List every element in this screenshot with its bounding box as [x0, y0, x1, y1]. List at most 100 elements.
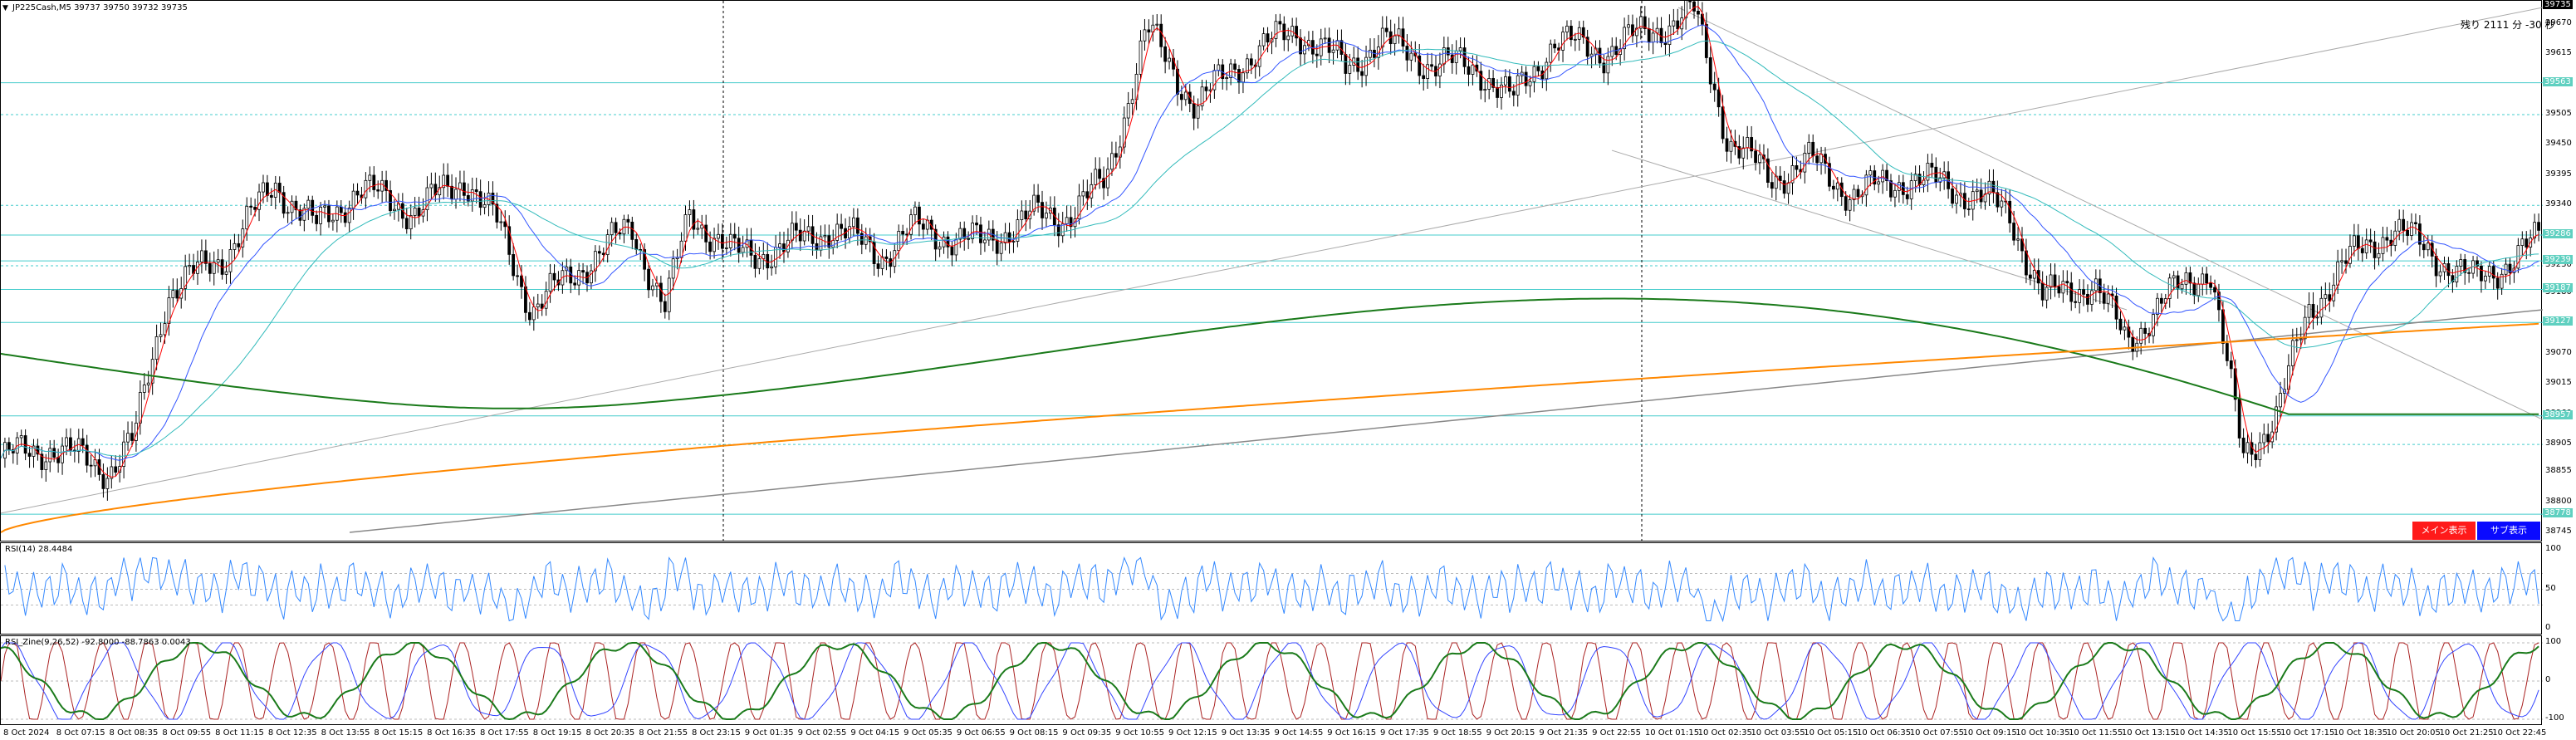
candle — [1815, 148, 1819, 172]
candle — [2123, 319, 2127, 341]
candle — [786, 228, 790, 258]
candle — [1631, 14, 1634, 43]
candle — [806, 214, 811, 242]
candle — [347, 200, 351, 233]
candle — [89, 454, 93, 478]
candle — [2167, 273, 2172, 308]
time-tick-label: 9 Oct 14:55 — [1274, 728, 1324, 738]
candle — [1864, 169, 1868, 207]
main-chart-panel[interactable]: ▼ JP225Cash,M5 39737 39750 39732 39735 残… — [0, 0, 2554, 542]
price-tick-label: 39450 — [2545, 139, 2572, 149]
candle — [622, 214, 626, 243]
price-tick-label: 39015 — [2545, 378, 2572, 388]
candle — [302, 203, 306, 232]
price-chart-canvas[interactable] — [1, 1, 2543, 542]
trend-line — [349, 309, 2543, 533]
oscillator-panel[interactable]: RSI_Zine(9,26,52) -92.8000 -88.7863 0.00… — [0, 635, 2543, 726]
candle — [1778, 166, 1782, 191]
candle — [2483, 271, 2487, 289]
collapse-caret-icon[interactable]: ▼ — [2, 4, 8, 12]
candle — [216, 248, 220, 273]
time-tick-label: 9 Oct 20:15 — [1486, 728, 1535, 738]
price-axis[interactable]: 3967039615395603950539450393953934039285… — [2542, 0, 2576, 542]
time-tick-label: 9 Oct 09:35 — [1062, 728, 1112, 738]
candle — [2143, 321, 2147, 345]
candle — [1397, 17, 1401, 44]
candle — [1905, 186, 1909, 205]
candle — [188, 253, 192, 276]
candle — [1688, 1, 1692, 10]
candle — [1553, 39, 1557, 53]
candle — [1938, 167, 1942, 192]
candle — [2172, 271, 2176, 291]
candle — [798, 218, 802, 252]
candle — [200, 239, 203, 274]
candle — [2381, 226, 2385, 262]
candle — [1003, 223, 1007, 251]
candle — [114, 455, 118, 477]
candle — [2040, 271, 2045, 307]
candle — [2262, 424, 2266, 454]
candle — [1504, 69, 1507, 94]
candle — [462, 170, 466, 205]
candle — [1545, 57, 1549, 91]
time-tick-label: 9 Oct 21:35 — [1539, 728, 1589, 738]
candle — [429, 172, 433, 199]
time-tick-label: 10 Oct 05:15 — [1804, 728, 1859, 738]
candle — [1627, 14, 1630, 36]
candle — [667, 270, 671, 321]
candle — [1570, 20, 1573, 47]
bar-countdown: 残り 2111 分 -30 秒 — [2461, 19, 2555, 31]
candle — [1418, 43, 1422, 85]
candle — [1356, 46, 1360, 81]
candle — [1901, 174, 1905, 204]
candle — [257, 184, 261, 222]
candle — [1060, 212, 1065, 243]
candle — [634, 233, 639, 255]
time-axis[interactable]: 8 Oct 2024 8 Oct 07:15 8 Oct 08:35 8 Oct 09… — [0, 725, 2546, 740]
time-tick-label: 9 Oct 02:55 — [797, 728, 847, 738]
candle — [1048, 196, 1052, 220]
candle — [630, 216, 634, 250]
main-view-button[interactable]: メイン表示 — [2412, 522, 2476, 540]
candle — [512, 243, 516, 281]
candle — [7, 437, 11, 455]
oscillator-canvas[interactable] — [1, 636, 2543, 726]
sub-view-button[interactable]: サブ表示 — [2477, 522, 2540, 540]
candle — [1327, 27, 1331, 64]
time-tick-label: 9 Oct 10:55 — [1115, 728, 1165, 738]
candle — [2053, 263, 2057, 297]
candle — [433, 172, 438, 202]
candle — [1697, 1, 1700, 27]
price-level-marker: 39239 — [2543, 255, 2573, 265]
candle — [2028, 262, 2032, 286]
price-level-marker: 39127 — [2543, 316, 2573, 326]
candle — [122, 430, 126, 479]
time-tick-label: 10 Oct 01:15 — [1644, 728, 1700, 738]
candle — [1479, 61, 1483, 100]
price-level-marker: 39563 — [2543, 76, 2573, 86]
candle — [61, 437, 64, 475]
candle — [1450, 44, 1454, 74]
candle — [1369, 38, 1372, 63]
candle — [1852, 184, 1856, 212]
candle — [2417, 215, 2422, 257]
candle — [732, 223, 737, 251]
candle — [228, 239, 233, 284]
candle — [393, 198, 396, 220]
candle — [1496, 79, 1499, 108]
candle — [1139, 30, 1143, 80]
rsi-panel[interactable]: RSI(14) 28.4484 — [0, 542, 2543, 635]
candle — [306, 195, 311, 221]
candle — [1159, 14, 1163, 58]
candle — [692, 199, 696, 239]
candle — [2328, 282, 2332, 312]
candle — [159, 322, 163, 343]
candle — [105, 467, 110, 501]
candle — [2406, 220, 2409, 246]
rsi-canvas[interactable] — [1, 543, 2543, 635]
candle — [454, 177, 458, 209]
candle — [1684, 1, 1688, 30]
candle — [269, 188, 273, 206]
time-tick-label: 10 Oct 13:15 — [2121, 728, 2177, 738]
